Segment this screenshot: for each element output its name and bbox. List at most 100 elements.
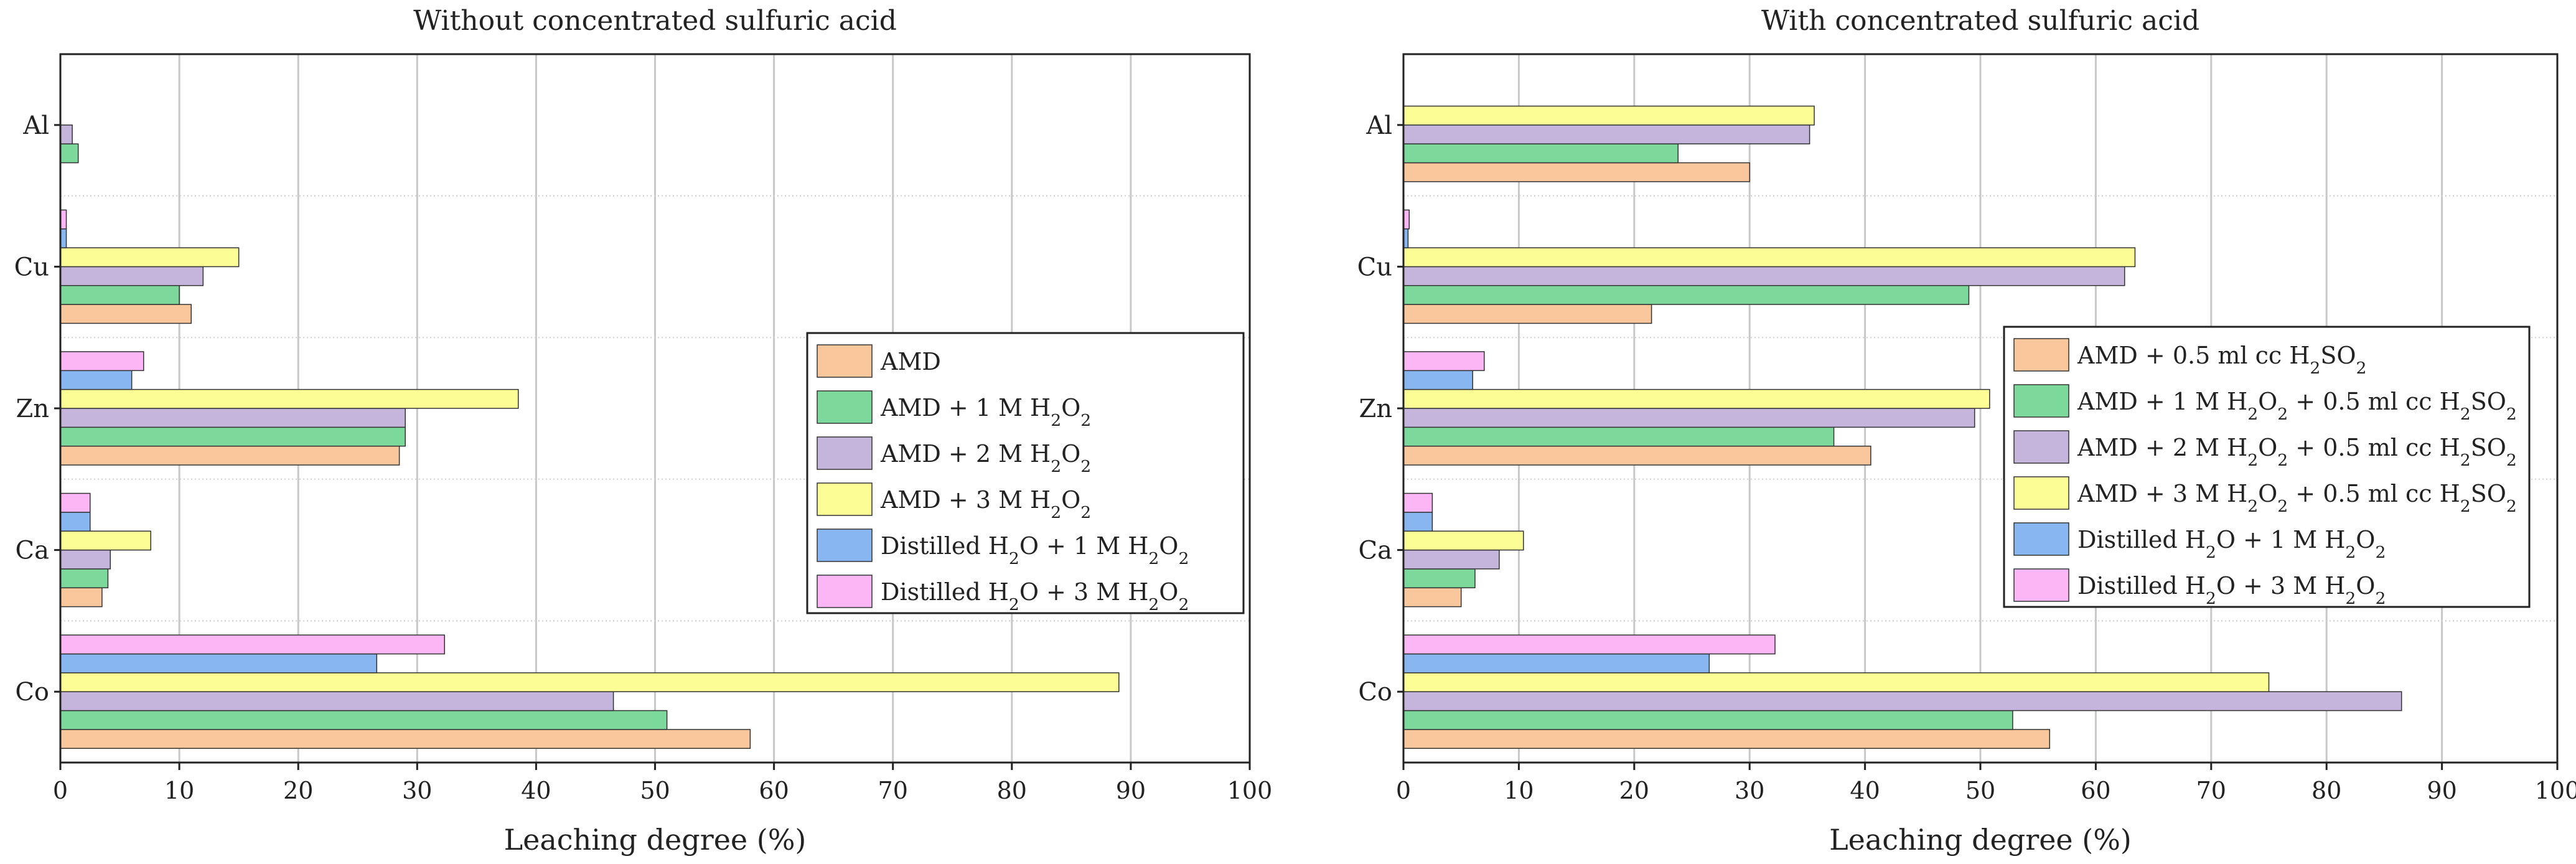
legend-swatch	[817, 344, 873, 378]
subscript-span: 2	[1178, 595, 1189, 614]
subscript-span: 2	[1080, 411, 1091, 430]
x-tick-label: 40	[521, 777, 551, 804]
subscript-span: 2	[2460, 451, 2471, 470]
text-span: O	[2258, 388, 2277, 415]
legend-label: Distilled H2O + 1 M H2O2	[2077, 526, 2386, 562]
legend-swatch	[817, 575, 873, 608]
chart-panel-2: With concentrated sulfuric acid Co Ca Zn Cu A…	[1357, 5, 2576, 857]
x-tick-label: 60	[2081, 777, 2110, 804]
legend-swatch	[817, 528, 873, 562]
y-tick-label: Ca	[1359, 537, 1392, 565]
bar-al-series-1	[1403, 162, 1750, 182]
text-span: O	[1061, 486, 1080, 514]
subscript-span: 2	[2356, 359, 2367, 378]
y-tick-label: Cu	[14, 253, 49, 281]
y-tick-label: Co	[15, 678, 49, 707]
text-span: O + 1 M H	[1019, 532, 1149, 560]
subscript-span: 2	[2506, 451, 2517, 470]
text-span: AMD + 2 M H	[880, 440, 1051, 467]
bar-zn-series-5	[60, 370, 133, 390]
legend-box	[2003, 326, 2531, 608]
bar-al-series-2	[60, 143, 79, 164]
bar-al-series-4	[1403, 105, 1815, 126]
bar-ca-series-4	[1403, 530, 1524, 551]
text-span: AMD	[880, 348, 941, 375]
bar-ca-series-3	[1403, 549, 1500, 570]
subscript-span: 2	[2206, 543, 2216, 562]
subscript-span: 2	[2277, 405, 2288, 424]
legend-swatch	[2013, 522, 2069, 556]
bar-co-series-6	[60, 634, 446, 655]
x-axis-label: Leaching degree (%)	[504, 823, 807, 857]
x-tick-label: 100	[1227, 777, 1273, 804]
bar-co-series-6	[1403, 634, 1776, 655]
legend-swatch	[2013, 338, 2069, 372]
x-tick-label: 0	[53, 777, 68, 804]
bar-co-series-5	[60, 653, 378, 674]
legend-label: Distilled H2O + 1 M H2O2	[881, 532, 1189, 568]
bar-ca-series-4	[60, 530, 151, 551]
text-span: + 0.5 ml cc H	[2288, 388, 2460, 415]
legend-label: Distilled H2O + 3 M H2O2	[2077, 572, 2386, 608]
subscript-span: 2	[2460, 405, 2471, 424]
bar-co-series-1	[60, 729, 751, 749]
legend-label: AMD + 2 M H2O2	[880, 440, 1091, 476]
bar-ca-series-5	[60, 512, 91, 532]
bar-co-series-4	[60, 672, 1120, 692]
legend-swatch	[817, 436, 873, 470]
bar-co-series-2	[60, 710, 668, 730]
text-span: + 0.5 ml cc H	[2288, 434, 2460, 461]
x-tick-label: 60	[759, 777, 789, 804]
text-span: SO	[2471, 480, 2506, 507]
x-tick-label: 40	[1850, 777, 1880, 804]
bar-zn-series-1	[60, 445, 400, 466]
y-tick-label: Zn	[16, 395, 49, 423]
subscript-span: 2	[1009, 549, 1019, 568]
text-span: AMD + 1 M H	[2077, 388, 2247, 415]
legend-label: AMD + 2 M H2O2 + 0.5 ml cc H2SO2	[2077, 434, 2517, 470]
text-span: O	[2258, 480, 2277, 507]
x-tick-label: 100	[2535, 777, 2576, 804]
bar-cu-series-2	[1403, 284, 1970, 305]
x-tick-label: 20	[1619, 777, 1649, 804]
bar-cu-series-4	[60, 247, 240, 268]
chart-title: With concentrated sulfuric acid	[1761, 5, 2199, 37]
text-span: AMD + 2 M H	[2077, 434, 2247, 461]
text-span: O	[2356, 572, 2375, 599]
subscript-span: 2	[1051, 457, 1061, 476]
subscript-span: 2	[2345, 543, 2356, 562]
subscript-span: 2	[2506, 497, 2517, 516]
bar-zn-series-2	[1403, 426, 1835, 447]
text-span: O	[1061, 440, 1080, 467]
bar-zn-series-6	[1403, 351, 1485, 372]
legend-label: AMD + 3 M H2O2 + 0.5 ml cc H2SO2	[2077, 480, 2517, 516]
text-span: Distilled H	[2077, 526, 2206, 553]
legend-swatch	[2013, 568, 2069, 602]
bar-co-series-3	[60, 691, 614, 711]
text-span: O + 3 M H	[1019, 578, 1149, 606]
subscript-span: 2	[2310, 359, 2320, 378]
text-span: SO	[2320, 342, 2356, 369]
bar-cu-series-4	[1403, 247, 2136, 268]
bar-cu-series-1	[60, 304, 192, 324]
x-tick-label: 10	[1504, 777, 1534, 804]
x-tick-label: 90	[2427, 777, 2457, 804]
bar-cu-series-3	[1403, 266, 2125, 286]
legend-label: AMD	[880, 348, 941, 375]
bar-ca-series-6	[60, 492, 91, 513]
subscript-span: 2	[1051, 503, 1061, 522]
bar-zn-series-6	[60, 351, 144, 372]
text-span: SO	[2471, 388, 2506, 415]
bar-ca-series-6	[1403, 492, 1433, 513]
text-span: O	[1061, 394, 1080, 421]
y-tick-label: Co	[1358, 678, 1392, 707]
text-span: O + 3 M H	[2216, 572, 2346, 599]
bar-zn-series-4	[1403, 388, 1990, 409]
bar-co-series-2	[1403, 710, 2013, 730]
bar-cu-series-2	[60, 284, 180, 305]
bar-zn-series-1	[1403, 445, 1871, 466]
text-span: O + 1 M H	[2216, 526, 2346, 553]
